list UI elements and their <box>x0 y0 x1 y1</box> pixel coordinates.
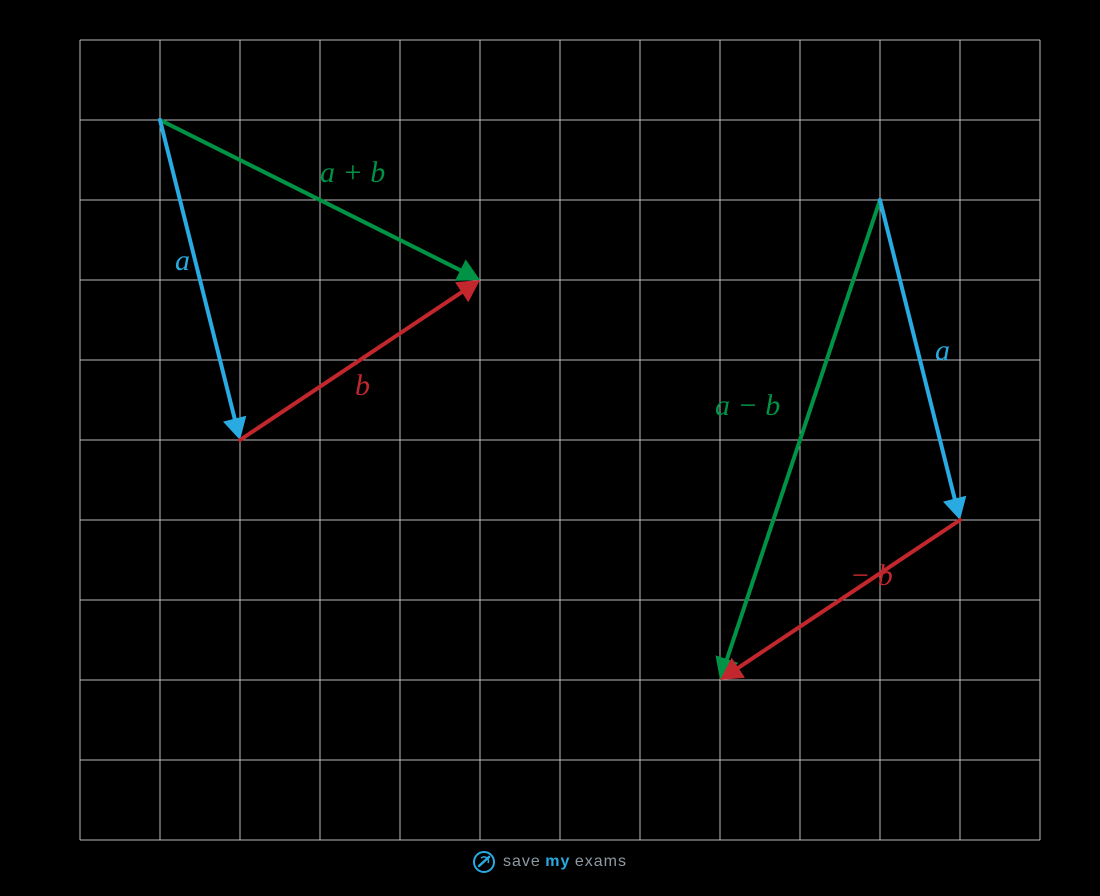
vec-a-right-label: a <box>935 334 950 367</box>
vec-neg-b-line <box>738 520 960 668</box>
vec-a-minus-b-label: a − b <box>715 389 780 422</box>
vec-b-left-label: b <box>355 369 370 402</box>
vec-a-right-head <box>943 496 966 520</box>
brand-icon <box>473 851 495 873</box>
diagram-stage: { "canvas": { "width": 1100, "height": 8… <box>0 0 1100 896</box>
vec-neg-b-label: − b <box>850 559 893 592</box>
vector-diagram-svg: a + b a b a − b a − b <box>0 0 1100 896</box>
brand-word-my: my <box>545 853 570 870</box>
vec-a-left-label: a <box>175 244 190 277</box>
vec-b-left-head <box>455 280 480 302</box>
vec-b-left-line <box>240 292 462 440</box>
brand-word-save: save <box>503 853 541 870</box>
vec-a-left-line <box>160 120 235 419</box>
brand: save my exams <box>473 851 627 873</box>
vec-a-plus-b-label: a + b <box>320 156 385 189</box>
brand-word-exams: exams <box>575 853 627 870</box>
vec-a-plus-b-line <box>160 120 460 270</box>
footer: save my exams <box>0 851 1100 878</box>
